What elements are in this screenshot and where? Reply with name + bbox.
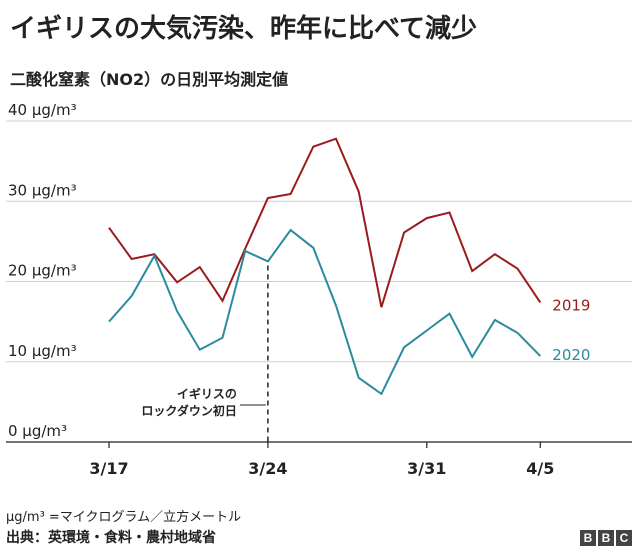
axis-layer: 0 μg/m³ 10 μg/m³ 20 μg/m³ 30 μg/m³ 40 μg/m³ 3… (6, 101, 632, 478)
lockdown-label: ロックダウン初日 (141, 403, 237, 418)
x-tick-label: 4/5 (526, 459, 554, 478)
series-label-2020: 2020 (552, 346, 590, 364)
bbc-logo-letter: C (616, 530, 632, 546)
grid-lines (6, 120, 632, 363)
y-tick-label: 40 μg/m³ (8, 101, 77, 119)
lockdown-label: イギリスの (177, 386, 237, 401)
series-layer: 2019 2020 (108, 137, 590, 396)
chart-title: イギリスの大気汚染、昨年に比べて減少 (10, 14, 477, 44)
chart-subtitle: 二酸化窒素（NO2）の日別平均測定値 (10, 70, 289, 89)
series-line-2020 (108, 228, 542, 396)
unit-footnote: μg/m³ =マイクログラム／立方メートル (6, 510, 242, 525)
bbc-logo-letter: B (580, 530, 596, 546)
y-tick-label: 0 μg/m³ (8, 422, 67, 440)
series-label-2019: 2019 (552, 296, 590, 314)
y-tick-label: 20 μg/m³ (8, 262, 77, 280)
bbc-logo: B B C (580, 530, 632, 546)
y-tick-label: 10 μg/m³ (8, 342, 77, 360)
series-line-2019 (108, 137, 542, 308)
x-tick-label: 3/31 (407, 459, 446, 478)
y-tick-label: 30 μg/m³ (8, 181, 77, 199)
x-tick-label: 3/17 (89, 459, 128, 478)
source-note: 出典：英環境・食料・農村地域省 (6, 530, 216, 546)
bbc-logo-letter: B (598, 530, 614, 546)
x-tick-label: 3/24 (248, 459, 287, 478)
